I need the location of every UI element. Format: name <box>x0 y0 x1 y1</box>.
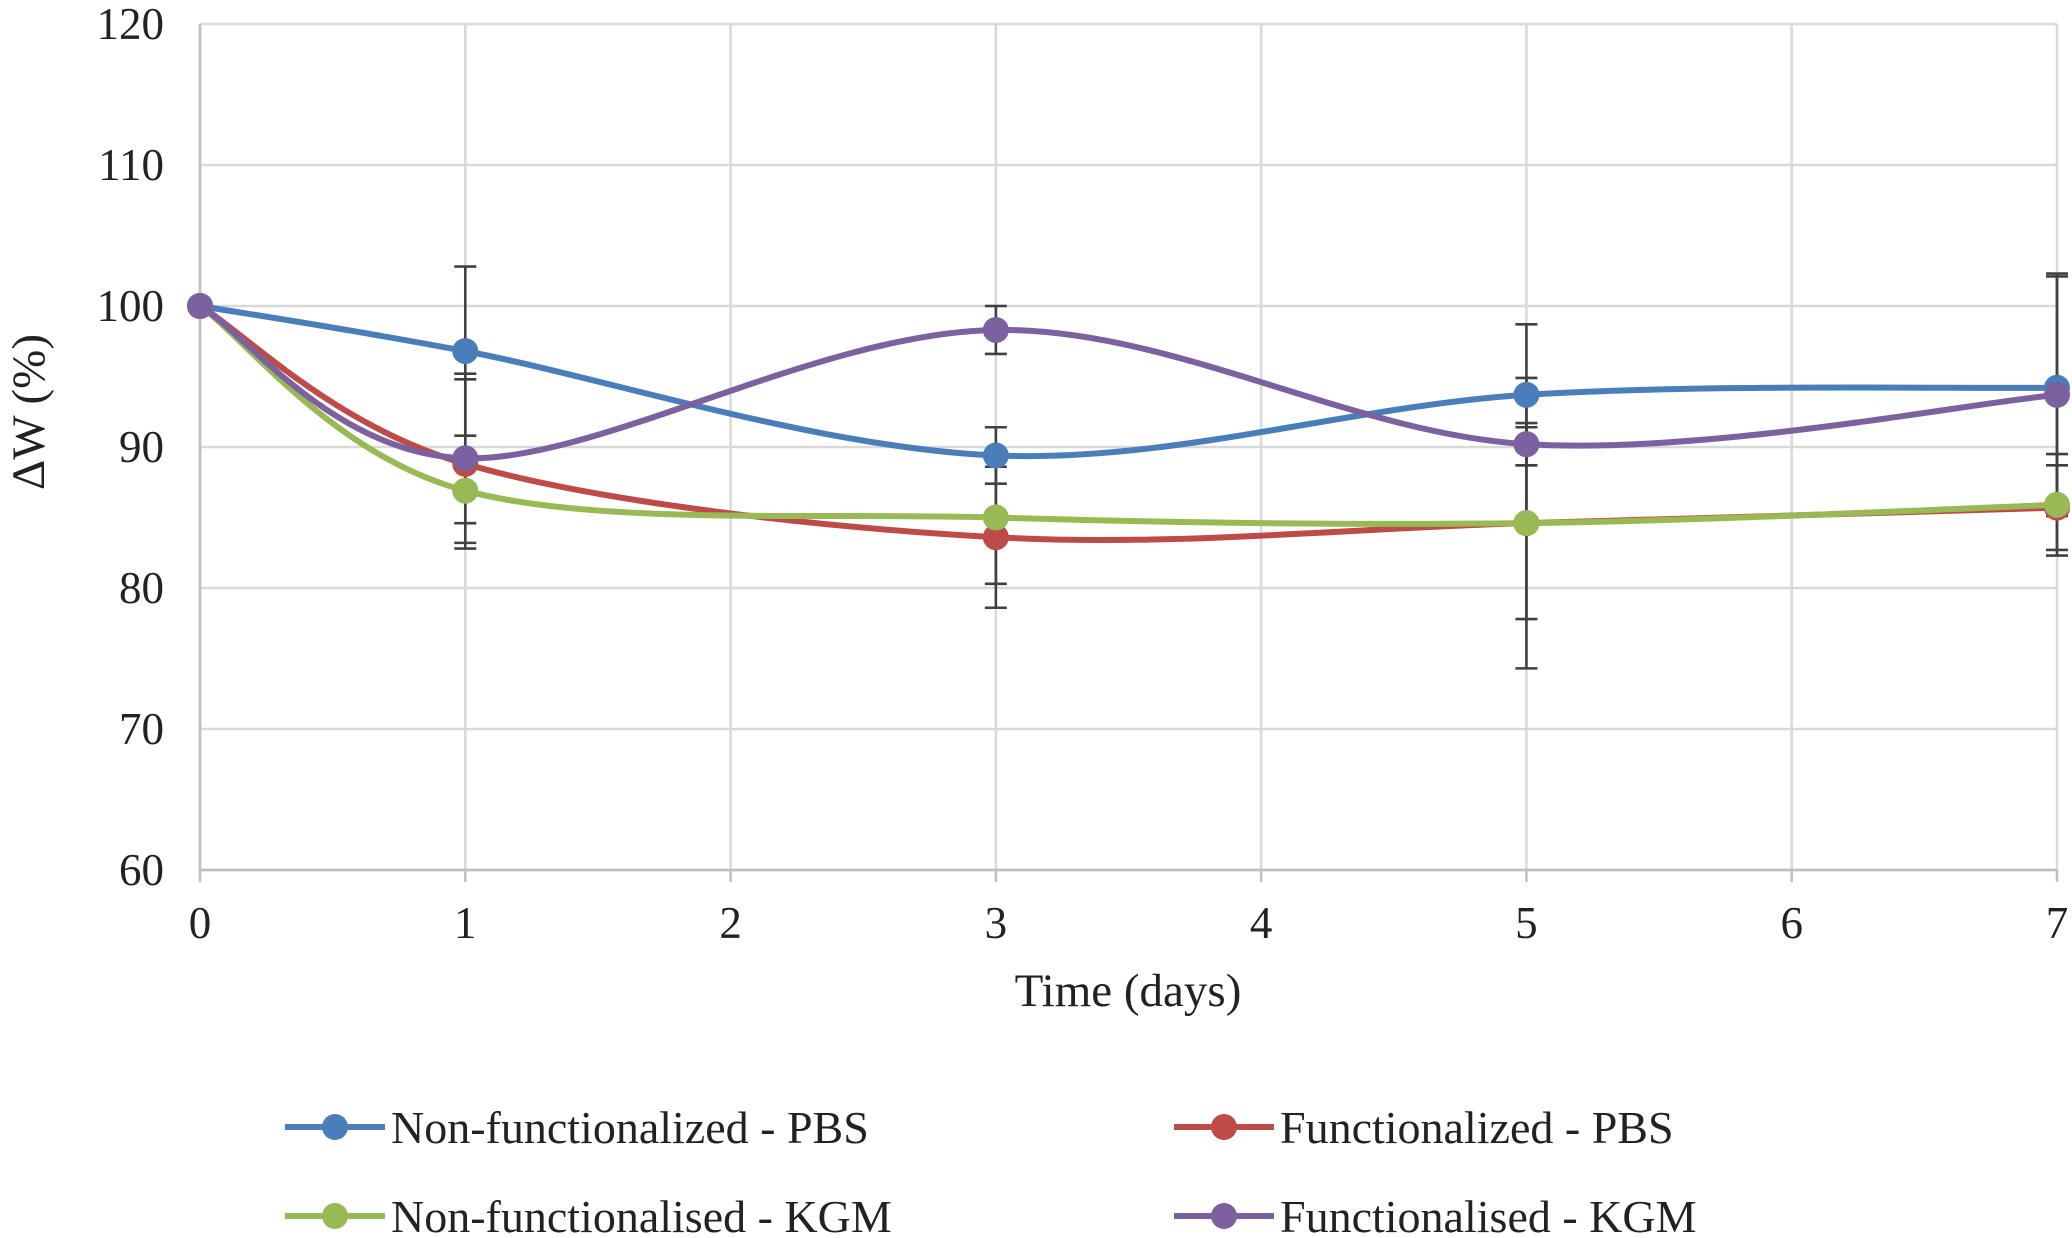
legend-label: Functionalized - PBS <box>1280 1102 1674 1153</box>
legend-label: Functionalised - KGM <box>1280 1191 1697 1238</box>
legend-label: Non-functionalised - KGM <box>391 1191 892 1238</box>
x-tick-label: 0 <box>189 898 212 948</box>
data-point-non-functionalized-pbs <box>452 338 479 365</box>
series-line-non-functionalized-pbs <box>197 303 2060 460</box>
y-tick-label: 70 <box>119 704 164 754</box>
x-tick-label: 1 <box>454 898 477 948</box>
data-point-non-functionalized-pbs <box>982 442 1009 469</box>
y-tick-label: 110 <box>98 140 164 190</box>
x-tick-label: 7 <box>2046 898 2069 948</box>
y-tick-label: 100 <box>97 281 165 331</box>
data-point-non-functionalised-kgm <box>2044 491 2070 518</box>
series-lines <box>197 303 2060 544</box>
y-tick-label: 120 <box>97 0 165 49</box>
legend: Non-functionalized - PBS Functionalized -… <box>285 1102 1697 1238</box>
chart-grid <box>198 22 2059 872</box>
x-tick-label: 4 <box>1250 898 1273 948</box>
legend-item-functionalized-pbs: Functionalized - PBS <box>1174 1102 1674 1153</box>
legend-label: Non-functionalized - PBS <box>391 1102 869 1153</box>
x-tick-labels: 0 1 2 3 4 5 6 7 <box>189 898 2069 948</box>
data-point-functionalized-pbs <box>982 524 1009 551</box>
legend-swatch-marker <box>322 1114 348 1140</box>
data-point-functionalised-kgm <box>2044 381 2070 408</box>
data-point-functionalised-kgm <box>1513 431 1540 458</box>
y-tick-label: 80 <box>119 563 164 613</box>
x-tick-label: 3 <box>985 898 1008 948</box>
legend-item-non-functionalised-kgm: Non-functionalised - KGM <box>285 1191 892 1238</box>
series-line-functionalised-kgm <box>197 303 2060 462</box>
y-axis-title: ΔW (%) <box>3 334 55 490</box>
y-tick-label: 90 <box>119 422 164 472</box>
y-tick-labels: 60 70 80 90 100 110 120 <box>97 0 165 895</box>
chart-axes <box>198 24 2059 882</box>
series-line-functionalized-pbs <box>197 303 2060 544</box>
legend-item-functionalised-kgm: Functionalised - KGM <box>1174 1191 1697 1238</box>
y-tick-label: 60 <box>119 845 164 895</box>
data-point-non-functionalized-pbs <box>1513 381 1540 408</box>
x-tick-label: 5 <box>1515 898 1538 948</box>
legend-swatch-marker <box>1211 1114 1237 1140</box>
x-tick-label: 2 <box>719 898 742 948</box>
data-point-functionalised-kgm <box>187 293 213 319</box>
legend-swatch-marker <box>1211 1203 1237 1229</box>
x-axis-title: Time (days) <box>1015 965 1242 1017</box>
data-point-non-functionalised-kgm <box>452 477 479 504</box>
data-point-non-functionalised-kgm <box>1513 510 1540 537</box>
x-tick-label: 6 <box>1780 898 1803 948</box>
data-point-non-functionalised-kgm <box>982 504 1009 531</box>
series-markers <box>187 293 2070 551</box>
legend-item-non-functionalized-pbs: Non-functionalized - PBS <box>285 1102 869 1153</box>
legend-swatch-marker <box>322 1203 348 1229</box>
series-line-non-functionalised-kgm <box>197 303 2060 527</box>
data-point-functionalised-kgm <box>452 445 479 472</box>
data-point-functionalised-kgm <box>982 316 1009 343</box>
